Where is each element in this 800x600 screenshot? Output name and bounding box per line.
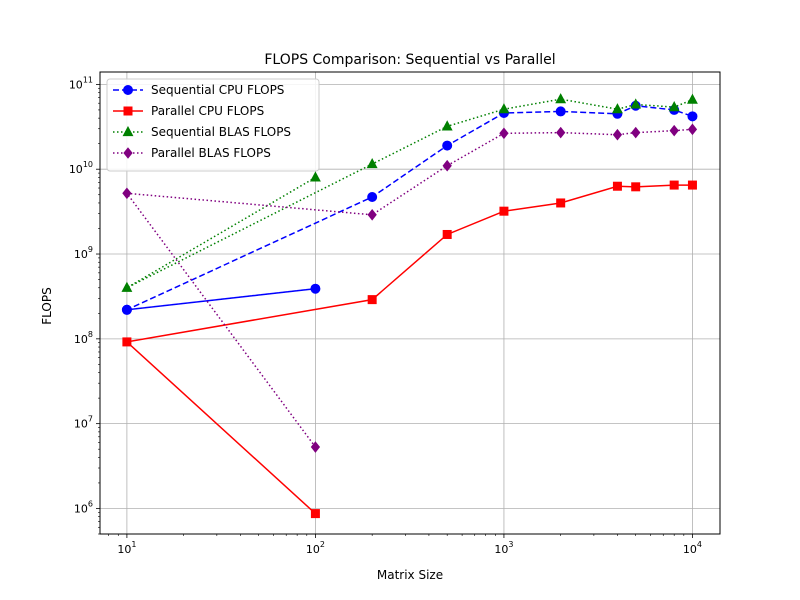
- data-point: [630, 98, 642, 109]
- legend-marker: [123, 85, 133, 95]
- y-tick-base: 10: [69, 163, 83, 176]
- data-point: [687, 111, 698, 122]
- data-point: [121, 304, 132, 315]
- series-3: [121, 93, 698, 292]
- x-tick-base: 10: [494, 543, 508, 556]
- data-point: [556, 198, 566, 208]
- x-tick-label: 104: [683, 540, 702, 556]
- data-point: [310, 283, 321, 294]
- data-point: [367, 192, 378, 203]
- data-point: [612, 128, 623, 141]
- legend-marker: [123, 147, 133, 159]
- data-point: [556, 126, 566, 139]
- x-tick-base: 10: [117, 543, 131, 556]
- y-tick-exponent: 8: [88, 330, 93, 339]
- y-tick-label: 107: [74, 415, 93, 431]
- y-tick-label: 108: [74, 330, 93, 346]
- data-point: [121, 281, 133, 292]
- y-tick-base: 10: [69, 78, 83, 91]
- data-point: [122, 337, 132, 347]
- x-tick-base: 10: [683, 543, 697, 556]
- plot-frame: [99, 71, 721, 535]
- data-point: [612, 181, 622, 191]
- data-point: [631, 182, 641, 192]
- legend-marker: [122, 125, 134, 137]
- data-point: [442, 229, 452, 239]
- x-tick-label: 102: [306, 540, 325, 556]
- y-tick-base: 10: [74, 333, 88, 346]
- data-point: [122, 187, 132, 200]
- x-tick-exponent: 1: [131, 540, 136, 549]
- y-axis-title: FLOPS: [40, 287, 54, 324]
- legend-item: Sequential BLAS FLOPS: [113, 125, 291, 139]
- legend-label: Parallel BLAS FLOPS: [151, 146, 271, 160]
- legend-marker: [123, 106, 133, 116]
- legend: Sequential CPU FLOPS Parallel CPU FLOPS Se…: [106, 78, 320, 172]
- data-point: [366, 158, 378, 169]
- data-point: [631, 126, 641, 139]
- y-tick-exponent: 11: [83, 75, 93, 84]
- data-point: [611, 103, 623, 114]
- data-point: [555, 93, 567, 104]
- y-tick-exponent: 10: [83, 160, 93, 169]
- x-tick-label: 101: [117, 540, 136, 556]
- series-line: [125, 128, 693, 448]
- data-point: [310, 509, 320, 519]
- data-point: [310, 441, 321, 453]
- y-tick-exponent: 6: [88, 499, 93, 508]
- data-point: [669, 124, 679, 137]
- data-point: [687, 93, 698, 104]
- data-point: [441, 120, 453, 131]
- y-tick-label: 109: [74, 245, 93, 261]
- data-point: [309, 171, 321, 182]
- legend-label: Parallel CPU FLOPS: [151, 104, 264, 118]
- data-point: [367, 295, 377, 305]
- data-point: [687, 180, 697, 190]
- y-tick-exponent: 7: [88, 415, 93, 424]
- y-tick-label: 106: [74, 499, 93, 515]
- legend-label: Sequential CPU FLOPS: [151, 83, 284, 97]
- series-layer: [121, 93, 698, 519]
- data-point: [498, 103, 510, 114]
- legend-item: Sequential CPU FLOPS: [113, 83, 284, 97]
- data-point: [499, 127, 509, 140]
- data-point: [442, 140, 453, 151]
- x-tick-exponent: 2: [320, 540, 325, 549]
- series-4: [122, 123, 698, 453]
- legend-item: Parallel BLAS FLOPS: [113, 146, 271, 160]
- legend-label: Sequential BLAS FLOPS: [151, 125, 291, 139]
- y-tick-exponent: 9: [88, 245, 93, 254]
- y-tick-label: 1010: [69, 160, 93, 176]
- y-tick-label: 1011: [69, 75, 93, 91]
- y-tick-base: 10: [74, 502, 88, 515]
- data-point: [367, 209, 377, 221]
- x-tick-label: 103: [494, 540, 513, 556]
- y-tick-base: 10: [74, 418, 88, 431]
- y-tick-base: 10: [74, 248, 88, 261]
- x-axis-title: Matrix Size: [377, 568, 443, 582]
- x-tick-exponent: 4: [697, 540, 702, 549]
- x-tick-exponent: 3: [508, 540, 513, 549]
- data-point: [687, 123, 698, 136]
- data-point: [499, 206, 509, 216]
- chart-title: FLOPS Comparison: Sequential vs Parallel: [264, 52, 555, 68]
- data-point: [555, 106, 566, 117]
- series-2: [122, 180, 697, 519]
- data-point: [669, 180, 679, 190]
- series-line: [125, 184, 693, 515]
- x-tick-base: 10: [306, 543, 320, 556]
- data-point: [668, 101, 680, 112]
- legend-box: [106, 78, 320, 172]
- data-point: [442, 159, 452, 172]
- series-line: [126, 98, 693, 289]
- legend-item: Parallel CPU FLOPS: [113, 104, 264, 118]
